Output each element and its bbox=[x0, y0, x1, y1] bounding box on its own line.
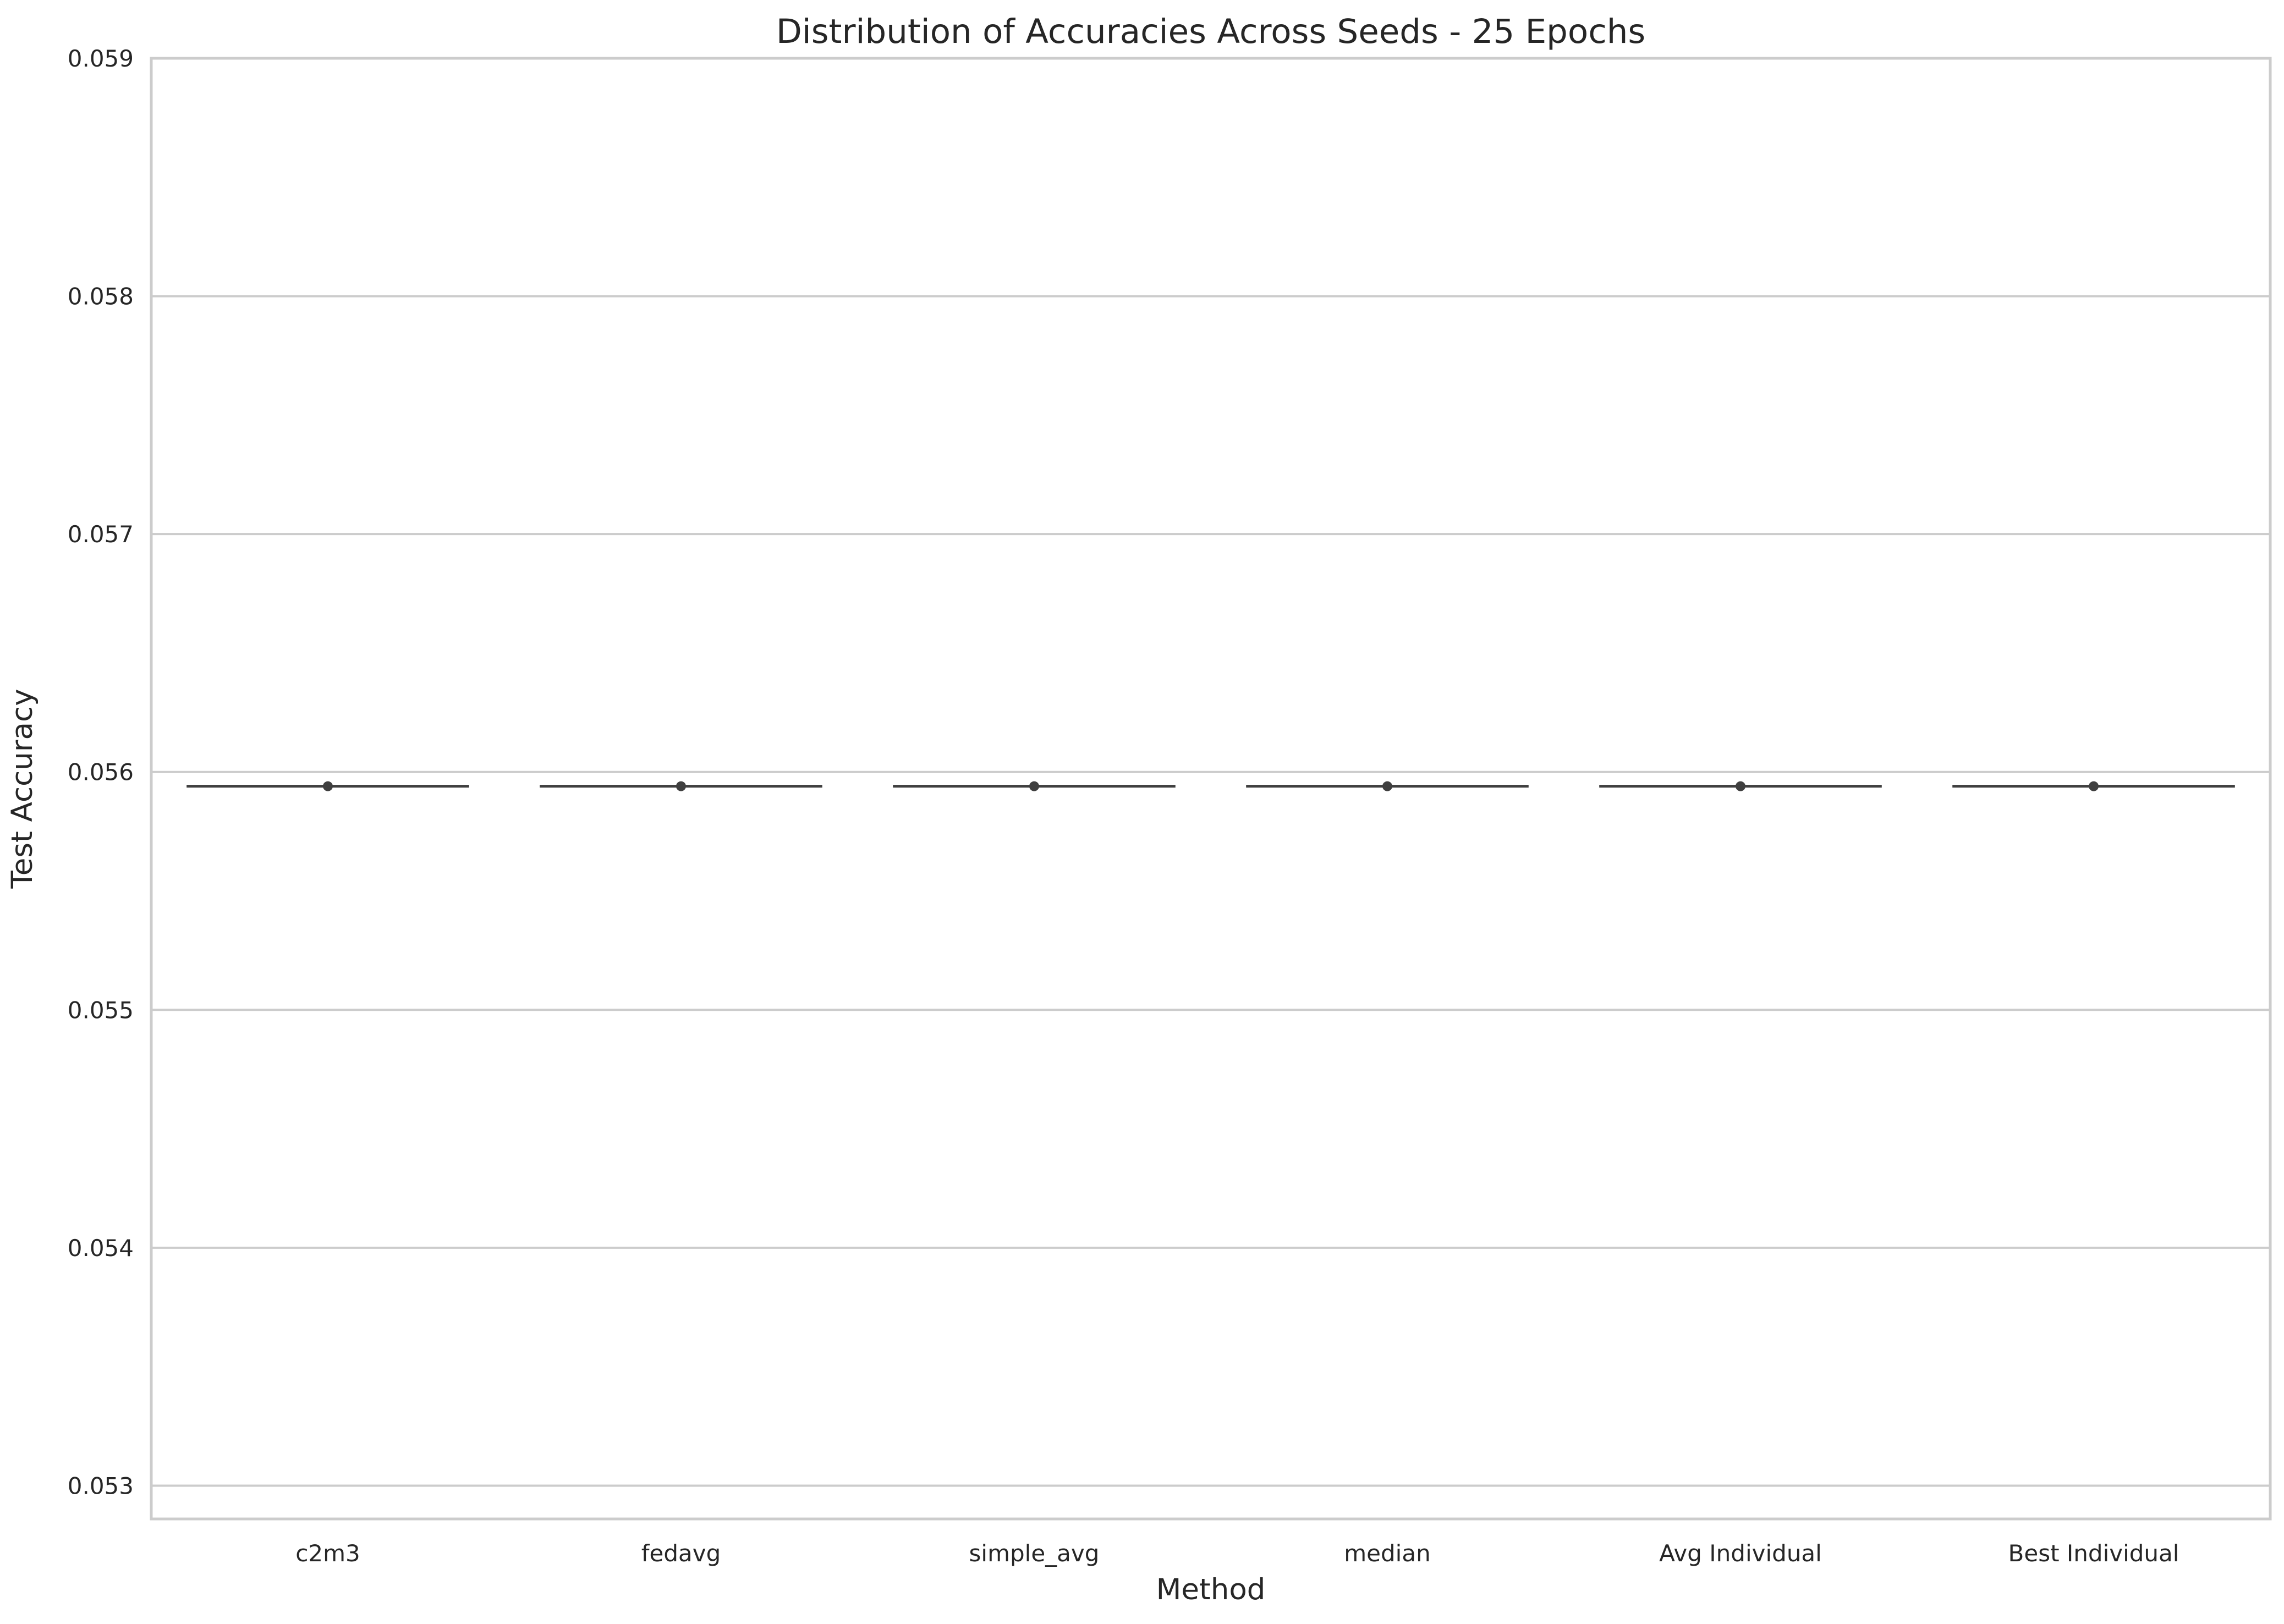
y-tick-label: 0.057 bbox=[68, 521, 134, 548]
median-point-3 bbox=[1382, 781, 1392, 791]
x-tick-label: simple_avg bbox=[969, 1540, 1100, 1567]
median-point-1 bbox=[676, 781, 686, 791]
y-axis-label: Test Accuracy bbox=[6, 689, 39, 889]
x-axis-label: Method bbox=[1156, 1573, 1266, 1606]
y-tick-label: 0.058 bbox=[68, 283, 134, 310]
y-tick-label: 0.056 bbox=[68, 759, 134, 786]
y-tick-label: 0.053 bbox=[68, 1472, 134, 1499]
y-tick-label: 0.055 bbox=[68, 997, 134, 1023]
median-point-5 bbox=[2089, 781, 2099, 791]
x-tick-labels: c2m3 fedavg simple_avg median Avg Individual… bbox=[295, 1540, 2179, 1567]
chart-title: Distribution of Accuracies Across Seeds … bbox=[776, 12, 1645, 51]
x-tick-label: Best Individual bbox=[2008, 1540, 2179, 1567]
median-point-2 bbox=[1029, 781, 1039, 791]
data-marks bbox=[186, 781, 2235, 791]
median-point-0 bbox=[323, 781, 333, 791]
y-tick-label: 0.054 bbox=[68, 1235, 134, 1262]
grid-lines bbox=[151, 57, 2270, 1487]
x-tick-label: median bbox=[1344, 1540, 1430, 1567]
x-tick-label: fedavg bbox=[641, 1540, 721, 1567]
x-tick-label: Avg Individual bbox=[1659, 1540, 1822, 1567]
x-tick-label: c2m3 bbox=[295, 1540, 360, 1567]
median-point-4 bbox=[1736, 781, 1745, 791]
y-tick-labels: 0.053 0.054 0.055 0.056 0.057 0.058 0.059 bbox=[68, 45, 134, 1499]
y-tick-label: 0.059 bbox=[68, 45, 134, 72]
plot-area bbox=[150, 57, 2272, 1521]
